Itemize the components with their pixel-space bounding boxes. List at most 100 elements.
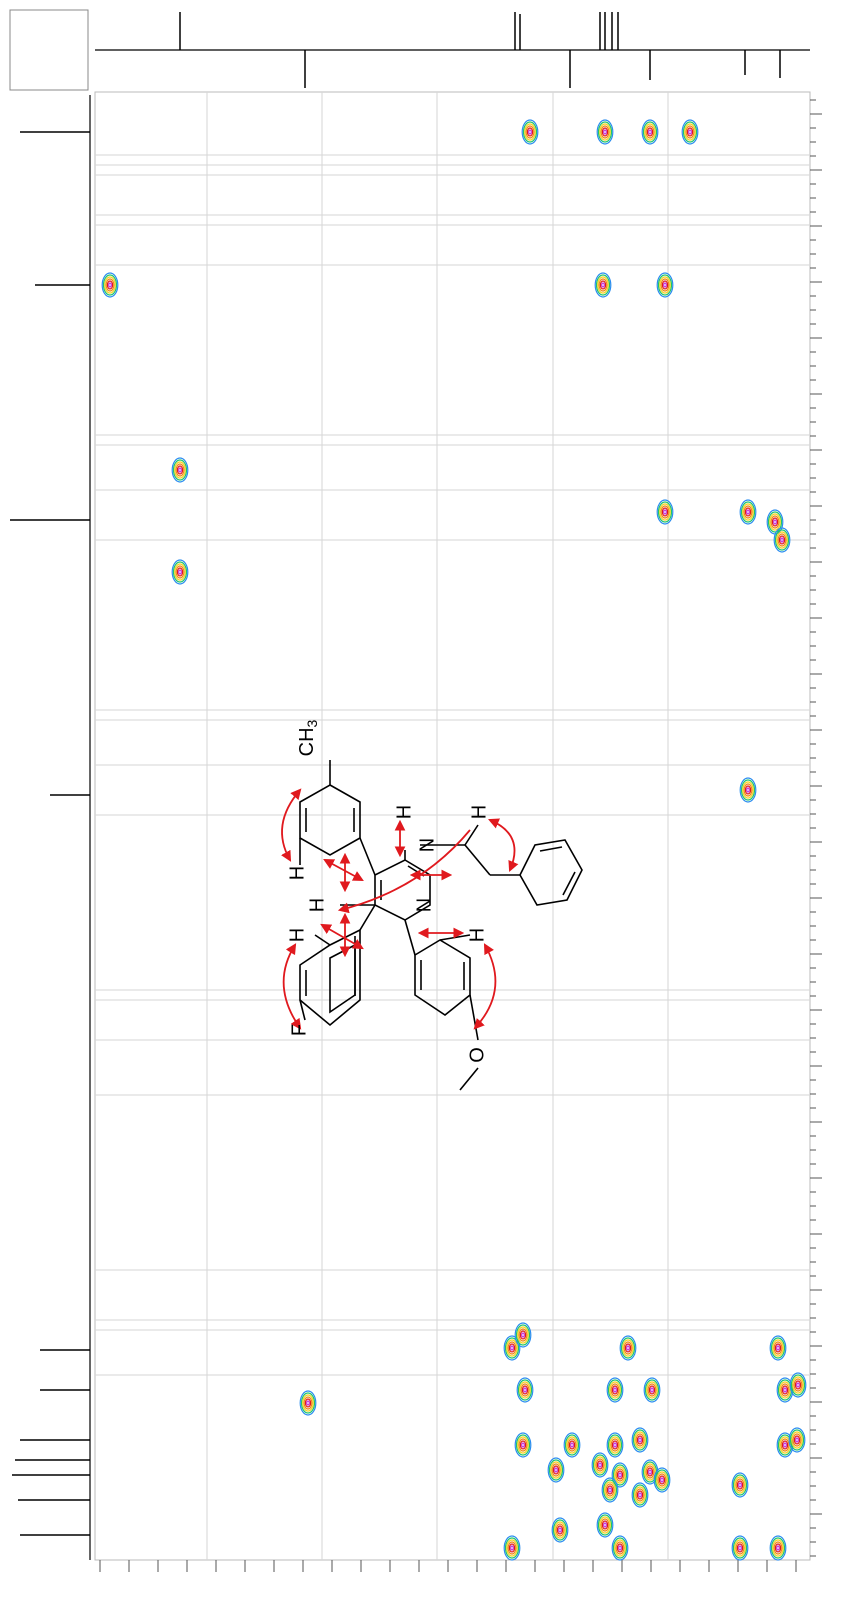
bond bbox=[519, 839, 583, 906]
contour bbox=[613, 1387, 617, 1393]
contour bbox=[632, 1429, 648, 1451]
contour bbox=[793, 1378, 803, 1392]
cross-peak bbox=[503, 1535, 521, 1561]
contour bbox=[525, 125, 535, 139]
contour bbox=[612, 1464, 628, 1486]
cross-peak bbox=[731, 1472, 749, 1498]
contour bbox=[663, 282, 667, 288]
cross-peak bbox=[514, 1322, 532, 1348]
cross-peak bbox=[514, 1432, 532, 1458]
contour bbox=[607, 1434, 623, 1456]
contour bbox=[657, 274, 673, 296]
contour bbox=[554, 1521, 566, 1539]
contour bbox=[611, 1440, 619, 1450]
contour bbox=[794, 1380, 802, 1390]
contour bbox=[638, 1492, 642, 1498]
contour bbox=[792, 1376, 804, 1394]
contour bbox=[550, 1461, 562, 1479]
cross-peak bbox=[563, 1432, 581, 1458]
contour bbox=[660, 1477, 664, 1483]
contour bbox=[547, 1457, 565, 1483]
contour bbox=[646, 127, 654, 137]
noe-arrow bbox=[488, 818, 519, 872]
contour bbox=[101, 272, 119, 298]
atom-label: H bbox=[286, 928, 308, 942]
contour bbox=[740, 501, 756, 523]
cross-peak bbox=[101, 272, 119, 298]
contour bbox=[780, 1383, 790, 1397]
contour bbox=[618, 1545, 622, 1551]
cross-peak bbox=[521, 119, 539, 145]
contour bbox=[656, 1471, 668, 1489]
spectrum-frame bbox=[9, 9, 811, 1561]
atom-label: H bbox=[306, 898, 328, 912]
contour bbox=[643, 1377, 661, 1403]
contour bbox=[601, 1520, 609, 1530]
contour bbox=[746, 509, 750, 515]
bond bbox=[469, 994, 479, 1041]
contour bbox=[102, 274, 118, 296]
atom-label: H bbox=[468, 805, 490, 819]
cross-peak bbox=[171, 559, 189, 585]
contour bbox=[778, 535, 786, 545]
contour bbox=[517, 1379, 533, 1401]
contour bbox=[645, 125, 655, 139]
bond bbox=[404, 919, 416, 956]
cross-peak bbox=[606, 1377, 624, 1403]
contour bbox=[653, 1467, 671, 1493]
contour bbox=[570, 1442, 574, 1448]
contour bbox=[731, 1472, 749, 1498]
cross-peak bbox=[611, 1535, 629, 1561]
bond bbox=[299, 784, 361, 856]
contour bbox=[776, 1345, 780, 1351]
contour bbox=[769, 1535, 787, 1561]
contour bbox=[660, 278, 670, 292]
contour bbox=[635, 1488, 645, 1502]
atom-label: F bbox=[288, 1024, 310, 1036]
cross-peak bbox=[773, 527, 791, 553]
contour bbox=[661, 507, 669, 517]
corner-box bbox=[9, 9, 89, 91]
contour bbox=[607, 1379, 623, 1401]
contour bbox=[663, 509, 667, 515]
contour bbox=[783, 1442, 787, 1448]
noe-arrow bbox=[323, 858, 364, 882]
contour bbox=[742, 781, 754, 799]
contour bbox=[506, 1539, 518, 1557]
bond bbox=[539, 846, 563, 852]
bond bbox=[359, 837, 376, 876]
contour bbox=[739, 499, 757, 525]
contour bbox=[736, 1480, 744, 1490]
contour bbox=[611, 1462, 629, 1488]
contour bbox=[738, 1482, 742, 1488]
contour bbox=[684, 123, 696, 141]
contour bbox=[776, 1545, 780, 1551]
contour bbox=[176, 465, 184, 475]
contour bbox=[771, 517, 779, 527]
contour bbox=[178, 569, 182, 575]
contour bbox=[514, 1432, 532, 1458]
atom-label: H bbox=[286, 866, 308, 880]
contour bbox=[514, 1322, 532, 1348]
contour bbox=[657, 1473, 667, 1487]
contour bbox=[770, 515, 780, 529]
contour bbox=[743, 505, 753, 519]
contour bbox=[504, 1537, 520, 1559]
noe-arrow bbox=[282, 943, 302, 1030]
contour bbox=[594, 272, 612, 298]
cross-peak bbox=[656, 272, 674, 298]
contour bbox=[597, 121, 613, 143]
contour bbox=[602, 1479, 618, 1501]
contour bbox=[654, 1469, 670, 1491]
contour bbox=[510, 1345, 514, 1351]
contour bbox=[777, 1379, 793, 1401]
contour bbox=[780, 537, 784, 543]
contour bbox=[596, 1460, 604, 1470]
contour bbox=[596, 119, 614, 145]
bond bbox=[464, 844, 491, 876]
contour bbox=[600, 1518, 610, 1532]
contour bbox=[508, 1543, 516, 1553]
contour bbox=[735, 1541, 745, 1555]
contour bbox=[793, 1435, 801, 1445]
